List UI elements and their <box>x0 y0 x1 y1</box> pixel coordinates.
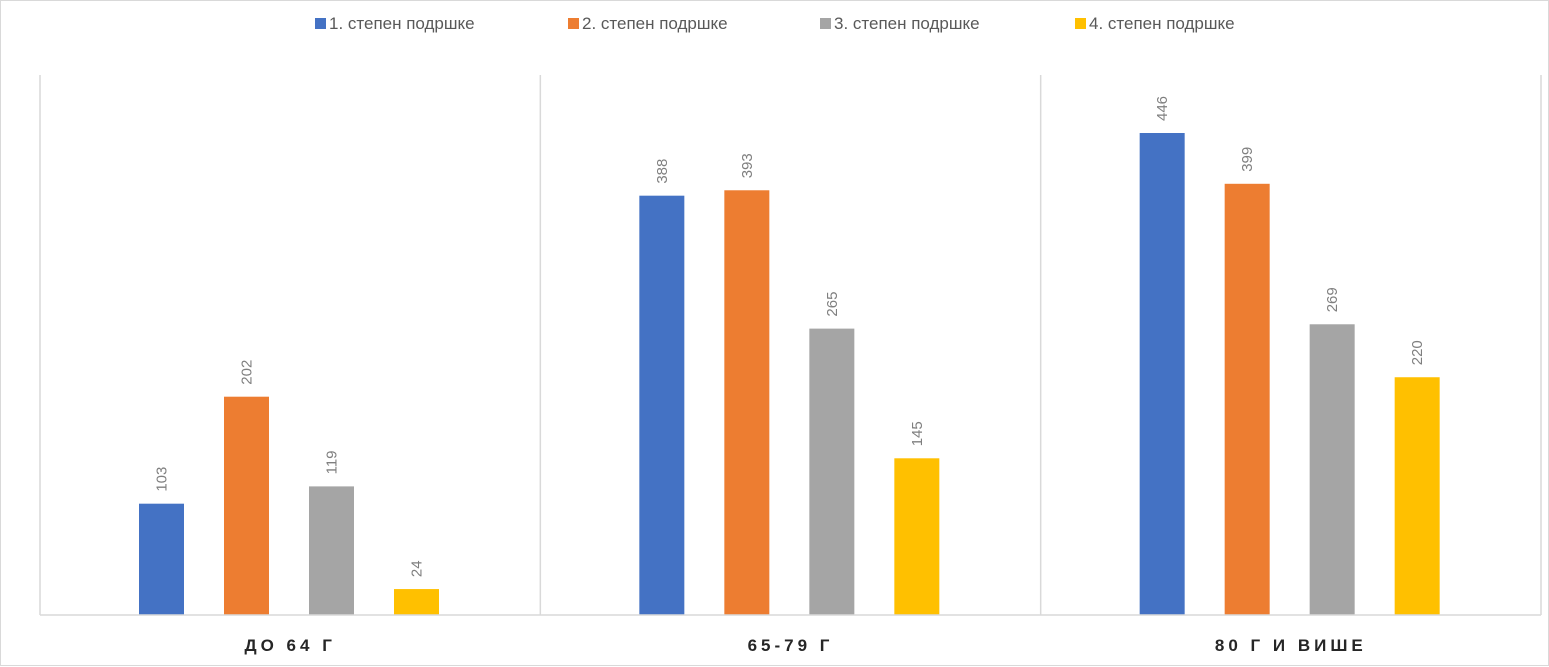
data-label-series2-cat3: 399 <box>1239 147 1256 172</box>
bar-series1-cat2 <box>639 195 685 615</box>
legend-swatch-3 <box>820 18 831 29</box>
category-labels: ДО 64 Г 65-79 Г 80 Г И ВИШЕ <box>245 636 1367 655</box>
data-label-series4-cat3: 220 <box>1409 340 1426 365</box>
bar-series4-cat1 <box>394 589 439 615</box>
data-label-series2-cat2: 393 <box>739 153 756 178</box>
legend-swatch-2 <box>568 18 579 29</box>
data-label-series1-cat3: 446 <box>1154 96 1171 121</box>
data-label-series4-cat2: 145 <box>909 421 926 446</box>
bar-series1-cat1 <box>139 503 184 615</box>
bar-series2-cat1 <box>224 396 269 615</box>
legend-label-1: 1. степен подршке <box>329 14 475 33</box>
bar-series4-cat3 <box>1394 377 1440 615</box>
bar-series4-cat2 <box>894 458 940 615</box>
bars <box>139 133 1440 616</box>
data-label-series2-cat1: 202 <box>239 360 256 385</box>
category-label-3: 80 Г И ВИШЕ <box>1215 636 1367 655</box>
legend: 1. степен подршке 2. степен подршке 3. сте… <box>315 14 1235 33</box>
data-label-series3-cat3: 269 <box>1324 287 1341 312</box>
bar-series2-cat2 <box>724 190 770 616</box>
legend-label-3: 3. степен подршке <box>834 14 980 33</box>
bar-series3-cat2 <box>809 328 855 615</box>
legend-label-2: 2. степен подршке <box>582 14 728 33</box>
category-label-1: ДО 64 Г <box>245 636 336 655</box>
data-label-series3-cat1: 119 <box>324 450 341 474</box>
bar-series2-cat3 <box>1224 183 1270 616</box>
bar-series3-cat3 <box>1309 324 1355 615</box>
category-separators <box>39 75 1542 615</box>
bar-series1-cat3 <box>1139 133 1185 615</box>
bar-series3-cat1 <box>309 486 354 615</box>
legend-swatch-4 <box>1075 18 1086 29</box>
data-label-series1-cat2: 388 <box>654 159 671 184</box>
data-labels: 103 202 119 24 388 393 265 145 446 399 269 220 <box>154 96 1427 577</box>
data-label-series1-cat1: 103 <box>154 467 171 492</box>
data-label-series3-cat2: 265 <box>824 292 841 317</box>
legend-label-4: 4. степен подршке <box>1089 14 1235 33</box>
data-label-series4-cat1: 24 <box>409 560 426 577</box>
legend-swatch-1 <box>315 18 326 29</box>
category-label-2: 65-79 Г <box>748 636 834 655</box>
